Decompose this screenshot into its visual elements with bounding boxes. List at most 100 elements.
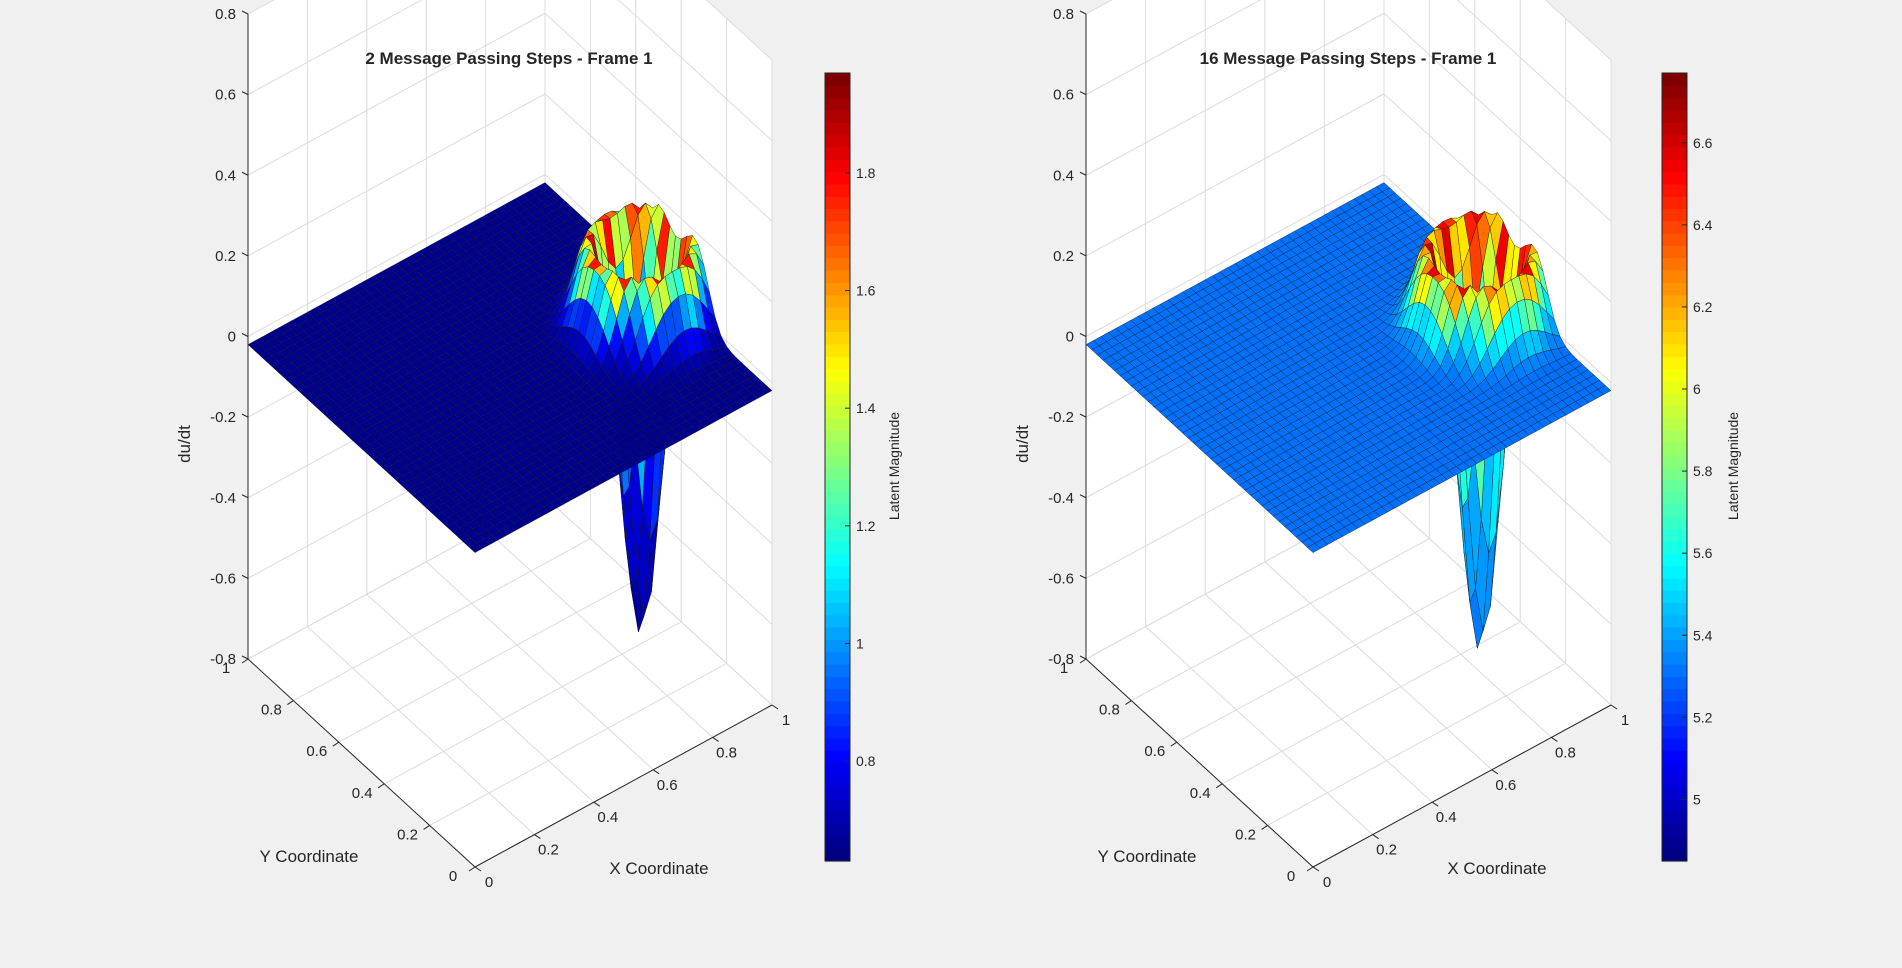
z-tick-mark xyxy=(241,574,249,579)
x-tick-label: 0.2 xyxy=(1376,842,1397,859)
z-tick-label: -0.6 xyxy=(210,570,236,587)
z-tick-mark xyxy=(241,333,249,337)
y-tick-label: 0.8 xyxy=(1099,702,1120,719)
y-tick-mark xyxy=(1215,783,1223,789)
colorbar-swatch xyxy=(1662,233,1687,246)
x-axis-line xyxy=(1312,704,1612,868)
colorbar-swatch xyxy=(1662,627,1687,640)
colorbar-swatch xyxy=(825,762,850,776)
colorbar-swatch xyxy=(1662,762,1687,776)
y-axis-label: Y Coordinate xyxy=(1098,847,1197,866)
subplot-right: 00.20.40.60.8100.20.40.60.81-0.8-0.6-0.4… xyxy=(1013,0,1741,891)
y-tick-label: 0.2 xyxy=(1235,826,1256,843)
colorbar-swatch xyxy=(1662,491,1687,505)
y-tick-label: 1 xyxy=(1060,660,1068,677)
colorbar-frame xyxy=(824,72,851,862)
colorbar-swatch xyxy=(1662,442,1687,456)
colorbar-swatch xyxy=(825,109,850,123)
colorbar-swatch xyxy=(1662,737,1687,751)
x-tick-label: 0.8 xyxy=(716,744,737,761)
z-tick-label: -0.2 xyxy=(210,409,236,426)
y-axis-line xyxy=(247,658,476,868)
colorbar-swatch xyxy=(825,430,850,443)
colorbar-swatch xyxy=(1662,380,1687,394)
y-tick-label: 0 xyxy=(449,868,457,885)
colorbar-swatch xyxy=(1662,799,1687,813)
grid-line xyxy=(1085,93,1385,257)
x-tick-mark xyxy=(1610,704,1618,710)
colorbar-swatch xyxy=(825,343,850,357)
colorbar-frame xyxy=(1661,72,1688,862)
colorbar-swatch xyxy=(1662,196,1687,210)
z-tick-mark xyxy=(1079,10,1087,15)
colorbar-swatch xyxy=(1662,713,1687,727)
colorbar-swatch xyxy=(825,565,850,579)
y-tick-mark xyxy=(1306,866,1314,872)
z-tick-label: 0 xyxy=(228,329,236,346)
colorbar-swatch xyxy=(825,787,850,801)
colorbar-swatch xyxy=(825,627,850,640)
grid-line xyxy=(1456,0,1612,141)
colorbar-swatch xyxy=(1662,467,1687,480)
colorbar-swatch xyxy=(1662,688,1687,702)
colorbar-swatch xyxy=(1662,405,1687,419)
grid-line xyxy=(1085,174,1385,337)
colorbar-tick-label: 6.4 xyxy=(1693,217,1713,233)
z-tick-mark xyxy=(241,91,249,96)
colorbar-swatch xyxy=(825,393,850,407)
grid-line xyxy=(247,12,546,176)
z-tick-mark xyxy=(1079,574,1087,579)
colorbar-tick-label: 5.2 xyxy=(1693,709,1713,725)
colorbar-swatch xyxy=(1662,528,1687,542)
grid-line xyxy=(1145,626,1373,835)
y-tick-mark xyxy=(1170,741,1178,747)
y-axis-line xyxy=(1085,658,1314,868)
colorbar-swatch xyxy=(1662,208,1687,222)
colorbar-swatch xyxy=(825,491,850,505)
grid-line xyxy=(247,0,423,96)
grid-line xyxy=(1383,12,1612,222)
colorbar-swatch xyxy=(825,85,850,99)
colorbar-swatch xyxy=(825,270,850,283)
x-tick-label: 0.6 xyxy=(1495,777,1516,794)
y-tick-mark xyxy=(468,866,476,872)
grid-line xyxy=(1324,529,1552,738)
colorbar-swatch xyxy=(1662,774,1687,788)
colorbar: 5 5.2 5.4 5.6 5.8 6 6.2 6.4 6.6 xyxy=(1661,72,1713,862)
colorbar-swatch xyxy=(825,405,850,419)
colorbar-swatch xyxy=(825,774,850,788)
colorbar-swatch xyxy=(1662,85,1687,99)
colorbar-swatch xyxy=(825,257,850,271)
colorbar-swatch xyxy=(825,467,850,480)
colorbar-swatch xyxy=(825,319,850,333)
z-tick-mark xyxy=(1079,413,1087,418)
x-tick-label: 0 xyxy=(485,874,493,891)
colorbar-swatch xyxy=(825,503,850,517)
colorbar-swatch xyxy=(825,639,850,653)
z-tick-label: 0.8 xyxy=(1053,6,1074,23)
colorbar-swatch xyxy=(825,208,850,222)
z-tick-label: -0.8 xyxy=(210,651,236,668)
colorbar-label: Latent Magnitude xyxy=(1725,412,1741,520)
z-tick-label: 0.4 xyxy=(1053,167,1074,184)
x-axis-label: X Coordinate xyxy=(609,859,708,878)
z-tick-label: 0.6 xyxy=(1053,87,1074,104)
colorbar-tick-label: 6.2 xyxy=(1693,299,1713,315)
colorbar-swatch xyxy=(1662,503,1687,517)
colorbar-swatch xyxy=(1662,639,1687,653)
y-tick-mark xyxy=(241,658,249,664)
colorbar-swatch xyxy=(825,614,850,628)
z-tick-label: 0.2 xyxy=(215,248,236,265)
grid-line xyxy=(1544,0,1612,61)
tick-labels: 00.20.40.60.8100.20.40.60.81-0.8-0.6-0.4… xyxy=(210,6,790,891)
colorbar-swatch xyxy=(1662,368,1687,382)
colorbar-swatch xyxy=(825,233,850,246)
colorbar-swatch xyxy=(825,417,850,431)
grid-line xyxy=(338,579,637,743)
grid-line xyxy=(307,626,535,835)
colorbar-swatch xyxy=(1662,787,1687,801)
x-tick-mark xyxy=(652,769,660,775)
tick-labels: 00.20.40.60.8100.20.40.60.81-0.8-0.6-0.4… xyxy=(1048,6,1629,891)
colorbar-swatch xyxy=(825,848,850,862)
z-tick-label: 0.8 xyxy=(215,6,236,23)
